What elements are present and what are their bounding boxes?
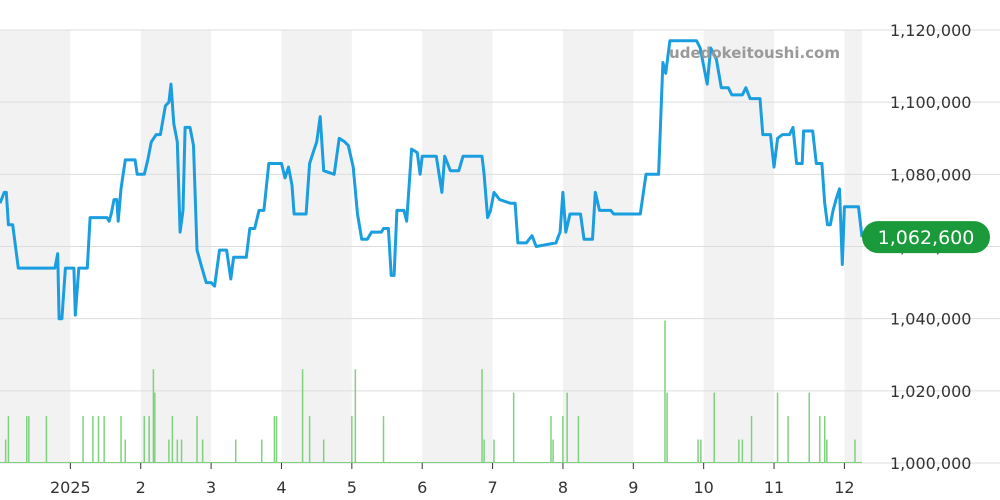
x-tick-label: 4 <box>276 478 286 497</box>
x-tick-label: 3 <box>206 478 216 497</box>
y-tick-label: 1,040,000 <box>890 310 971 329</box>
price-series <box>0 39 864 321</box>
y-tick-label: 1,000,000 <box>890 454 971 473</box>
y-tick-label: 1,100,000 <box>890 93 971 112</box>
x-tick-label: 7 <box>487 478 497 497</box>
x-tick-label: 9 <box>628 478 638 497</box>
x-tick-label: 2025 <box>50 478 91 497</box>
price-line <box>0 39 864 321</box>
x-tick-label: 12 <box>834 478 854 497</box>
x-tick-label: 6 <box>417 478 427 497</box>
current-price-label: 1,062,600 <box>878 227 975 249</box>
x-tick-label: 2 <box>136 478 146 497</box>
x-tick-label: 8 <box>558 478 568 497</box>
y-tick-label: 1,120,000 <box>890 21 971 40</box>
x-tick-label: 11 <box>764 478 784 497</box>
y-tick-label: 1,080,000 <box>890 165 971 184</box>
x-tick-label: 10 <box>693 478 713 497</box>
current-price-badge-bg <box>862 221 990 254</box>
y-axis: 1,120,0001,100,0001,080,0001,060,0001,04… <box>890 21 971 473</box>
current-price-badge: 1,062,600 <box>862 221 990 254</box>
watermark-text: udedokeitoushi.com <box>669 44 840 62</box>
y-tick-label: 1,020,000 <box>890 382 971 401</box>
x-axis: 2025 2 3 4 5 6 7 8 9 10 11 12 <box>50 463 855 497</box>
volume-series <box>0 320 862 463</box>
x-tick-label: 5 <box>347 478 357 497</box>
